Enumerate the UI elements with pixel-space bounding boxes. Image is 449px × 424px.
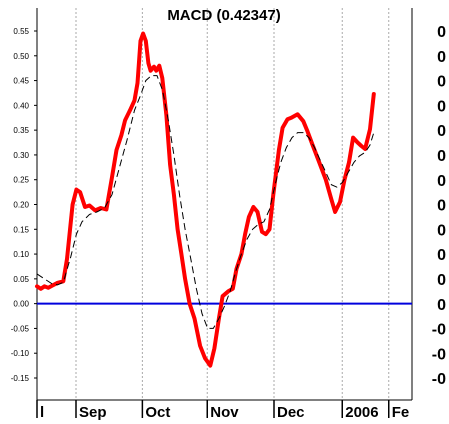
macd-line	[35, 31, 376, 368]
right-tick-label-10: 0	[437, 272, 446, 289]
right-tick-label-5: 0	[437, 148, 446, 165]
y-tick-label-4: 0.35	[13, 126, 29, 135]
right-tick-label-11: 0	[437, 297, 446, 314]
x-tick-label-0: l	[40, 404, 44, 421]
chart-title: MACD (0.42347)	[167, 7, 280, 24]
y-tick-label-13: -0.10	[11, 349, 30, 358]
x-tick-label-2: Oct	[145, 404, 170, 421]
series-layer	[35, 31, 376, 368]
right-tick-label-3: 0	[437, 98, 446, 115]
right-y-tick-labels: 0 0 0 0 0 0 0 0 0 0 0 0 -0 -0 -0	[432, 24, 446, 388]
x-tick-label-1: Sep	[79, 404, 107, 421]
y-tick-label-0: 0.55	[13, 27, 29, 36]
vertical-grid-lines	[75, 8, 390, 400]
right-tick-label-9: 0	[437, 247, 446, 264]
y-tick-label-5: 0.30	[13, 151, 29, 160]
y-tick-label-7: 0.20	[13, 201, 29, 210]
x-tick-label-3: Nov	[210, 404, 239, 421]
right-tick-label-4: 0	[437, 123, 446, 140]
x-tick-labels: l Sep Oct Nov Dec 2006 Fe	[36, 400, 410, 421]
right-tick-label-0: 0	[437, 24, 446, 41]
x-tick-label-5: 2006	[345, 404, 378, 421]
y-tick-label-1: 0.50	[13, 52, 29, 61]
right-tick-label-1: 0	[437, 49, 446, 66]
right-tick-label-7: 0	[437, 198, 446, 215]
right-tick-label-6: 0	[437, 173, 446, 190]
left-y-tick-labels: 0.55 0.50 0.45 0.40 0.35 0.30 0.25 0.20 0.15 0.10…	[11, 27, 37, 383]
y-tick-label-2: 0.45	[13, 77, 29, 86]
right-tick-label-12: -0	[432, 322, 446, 339]
right-tick-label-14: -0	[432, 371, 446, 388]
y-tick-label-8: 0.15	[13, 225, 29, 234]
y-tick-label-12: -0.05	[11, 324, 30, 333]
y-tick-label-3: 0.40	[13, 101, 29, 110]
y-tick-label-6: 0.25	[13, 176, 29, 185]
right-tick-label-2: 0	[437, 74, 446, 91]
right-tick-label-8: 0	[437, 222, 446, 239]
x-tick-label-4: Dec	[277, 404, 305, 421]
y-tick-label-10: 0.05	[13, 275, 29, 284]
x-tick-label-6: Fe	[392, 404, 410, 421]
signal-line	[36, 75, 375, 329]
y-tick-label-9: 0.10	[13, 250, 29, 259]
right-tick-label-13: -0	[432, 346, 446, 363]
y-tick-label-14: -0.15	[11, 374, 30, 383]
y-tick-label-11: 0.00	[13, 300, 29, 309]
